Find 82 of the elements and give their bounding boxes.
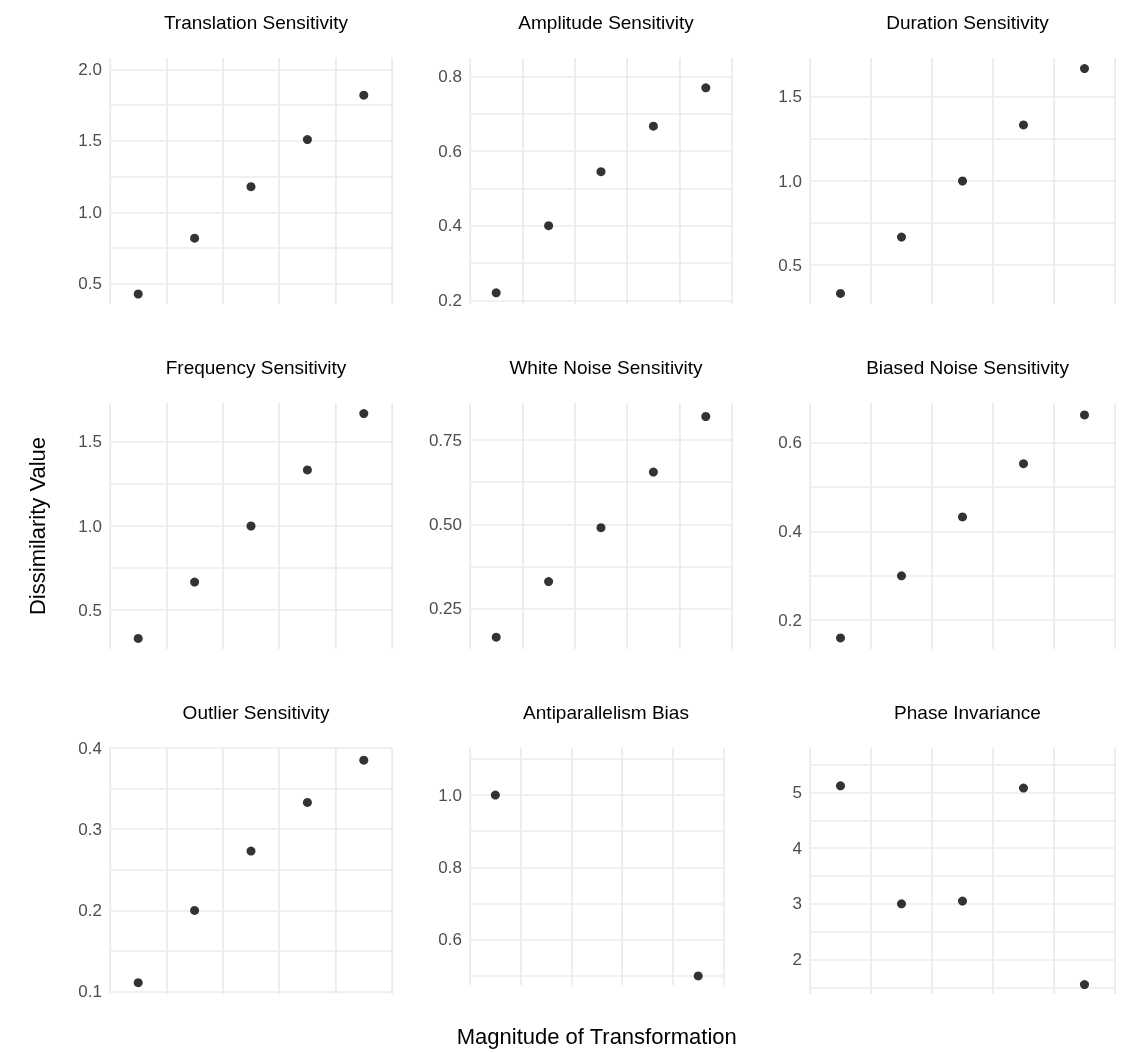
point [1080,64,1089,74]
y-tick-label: 0.25 [428,599,462,619]
y-tick-label: 2.0 [78,59,102,79]
point [648,121,658,131]
point [836,781,845,791]
y-tick-label: 1.5 [778,87,802,107]
point [701,83,711,93]
y-tick-label: 0.6 [438,930,462,950]
point [897,571,906,581]
point [1019,120,1028,130]
y-tick-label: 0.6 [438,141,462,161]
chart-title: Biased Noise Sensitivity [866,357,1070,378]
chart-title: Phase Invariance [894,702,1041,723]
point [359,90,369,100]
y-tick-label: 1.0 [438,785,462,805]
y-tick-label: 0.3 [78,819,102,839]
point [190,905,200,915]
point [1019,459,1028,469]
point [302,135,312,145]
y-tick-label: 0.2 [78,900,102,920]
point [246,846,256,856]
y-tick-label: 0.6 [778,433,802,453]
point [544,577,554,587]
chart-title: Translation Sensitivity [163,12,349,33]
y-tick-label: 0.5 [778,255,802,275]
y-tick-label: 0.4 [438,216,462,236]
y-tick-label: 0.50 [428,514,462,534]
chart-title: Duration Sensitivity [886,12,1050,33]
y-tick-label: 2 [792,949,802,969]
y-tick-label: 1.0 [778,171,802,191]
chart-title: Outlier Sensitivity [182,702,330,723]
y-axis-title: Dissimilarity Value [24,436,50,616]
point [1080,410,1089,420]
point [133,633,143,643]
y-tick-label: 0.2 [778,610,802,630]
point [491,632,501,642]
y-tick-label: 0.75 [428,430,462,450]
point [359,409,369,419]
y-tick-label: 0.4 [778,522,802,542]
y-tick-label: 0.1 [78,982,102,1002]
x-axis-title: Magnitude of Transformation [456,1023,737,1049]
point [836,288,845,298]
chart-title: Antiparallelism Bias [523,702,689,723]
point [1080,980,1089,990]
point [958,176,967,186]
y-tick-label: 5 [792,783,802,803]
point [246,521,256,531]
point [491,288,501,298]
point [544,221,554,231]
y-tick-label: 0.4 [78,738,102,758]
chart-title: Frequency Sensitivity [165,357,347,378]
y-tick-label: 0.8 [438,67,462,87]
point [246,182,256,192]
point [1019,783,1028,793]
point [133,289,143,299]
point [190,233,200,243]
point [648,467,658,477]
point [958,896,967,906]
y-tick-label: 1.0 [78,516,102,536]
y-tick-label: 4 [792,838,802,858]
y-tick-label: 1.5 [78,432,102,452]
y-tick-label: 0.5 [78,600,102,620]
point [359,755,369,765]
point [958,512,967,522]
y-tick-label: 0.8 [438,857,462,877]
point [897,232,906,242]
point [133,978,143,988]
y-tick-label: 1.0 [78,202,102,222]
point [190,577,200,587]
point [596,167,606,177]
chart-title: White Noise Sensitivity [509,357,704,378]
point [596,523,606,533]
y-tick-label: 3 [792,894,802,914]
chart-title: Amplitude Sensitivity [518,12,695,33]
y-tick-label: 0.5 [78,274,102,294]
point [302,465,312,475]
y-tick-label: 1.5 [78,131,102,151]
point [302,797,312,807]
y-tick-label: 0.2 [438,290,462,310]
point [836,633,845,643]
point [701,411,711,421]
point [897,899,906,909]
